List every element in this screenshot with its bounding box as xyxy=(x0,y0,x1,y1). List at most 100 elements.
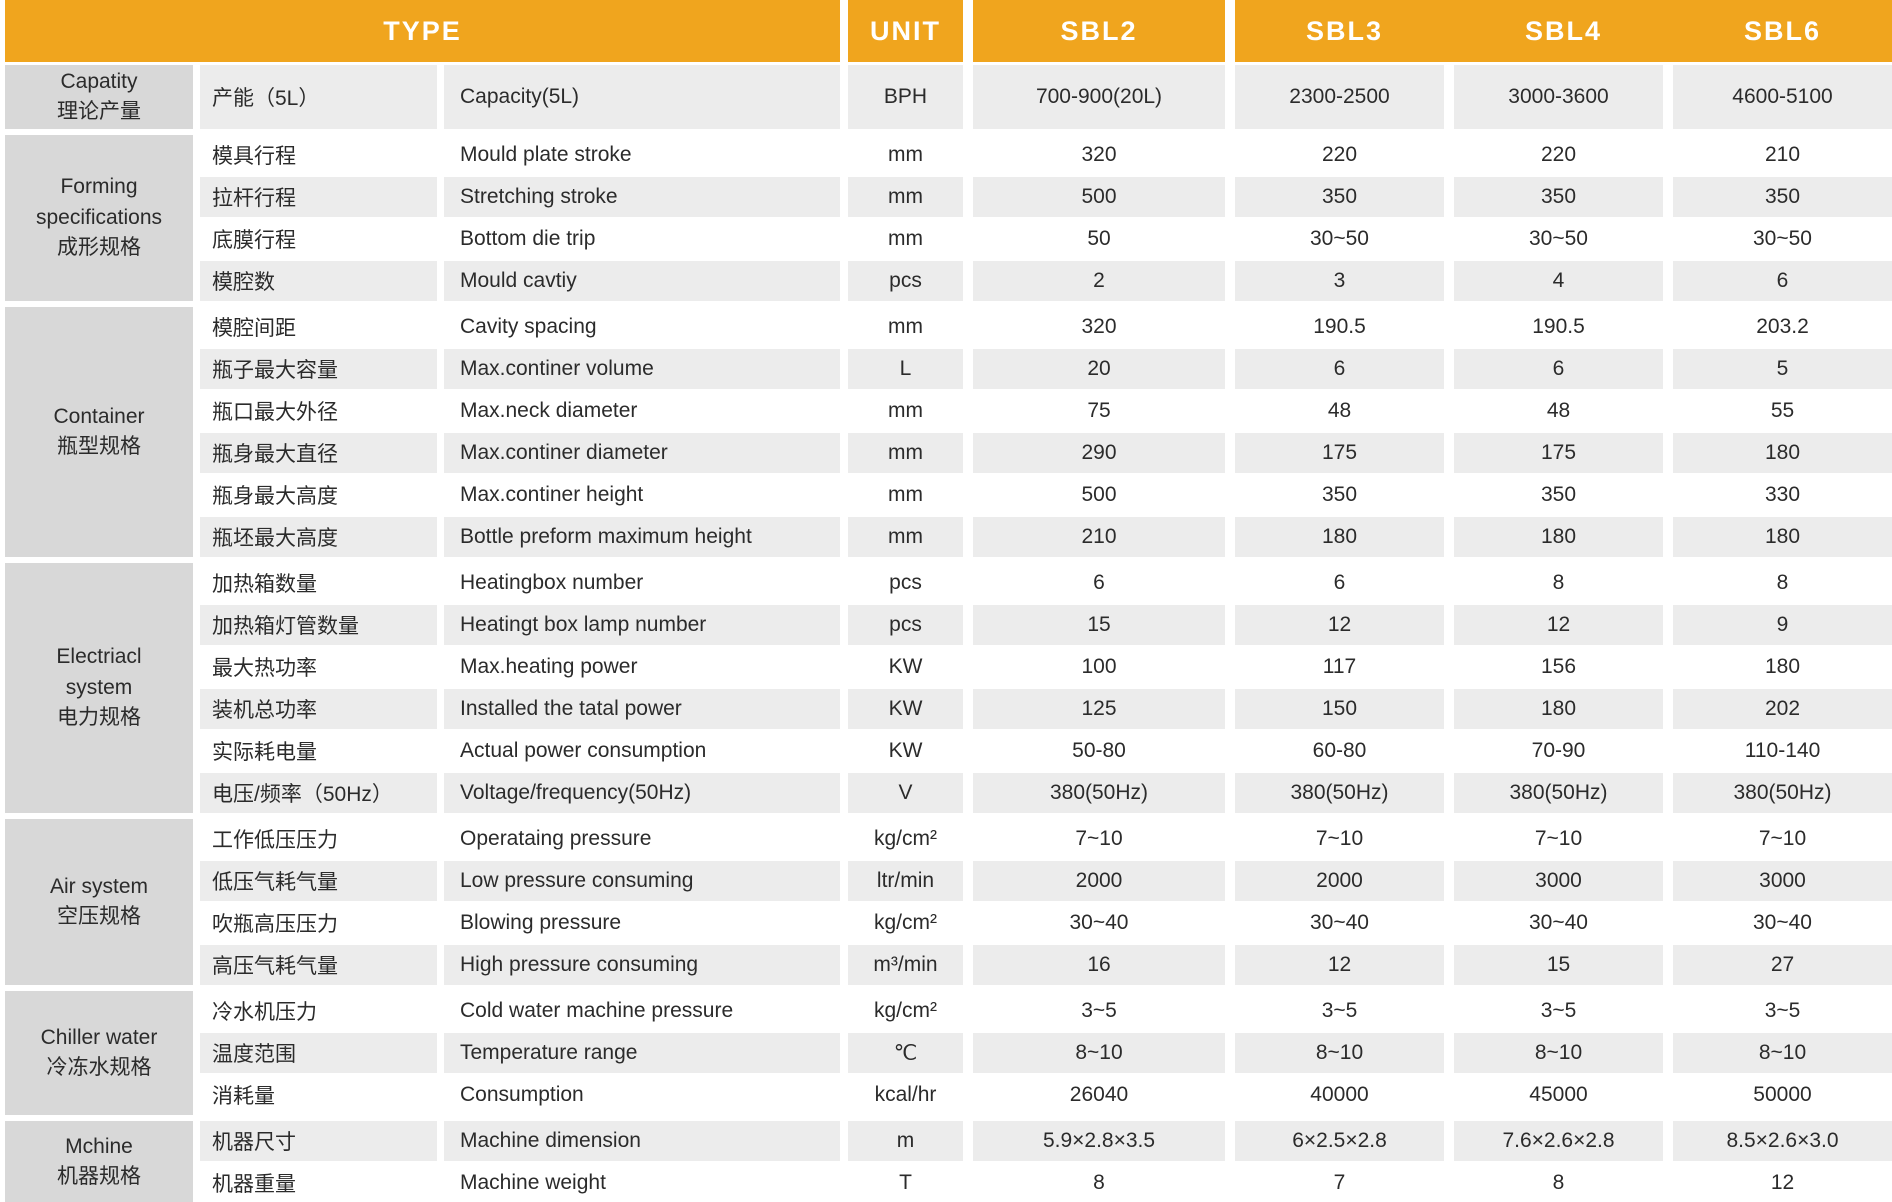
spec-row: 机器重量 Machine weight T 8 7 8 12 xyxy=(200,1163,1892,1202)
spec-value-sbl2: 75 xyxy=(973,391,1235,431)
spec-row: 模腔间距 Cavity spacing mm 320 190.5 190.5 203.2 xyxy=(200,307,1892,347)
spec-label-cn: 机器重量 xyxy=(200,1163,444,1202)
spec-value-sbl3: 6×2.5×2.8 xyxy=(1235,1121,1454,1161)
spec-unit: pcs xyxy=(848,261,973,301)
group-rows: 机器尺寸 Machine dimension m 5.9×2.8×3.5 6×2.5×2… xyxy=(200,1121,1892,1202)
spec-value-sbl4: 48 xyxy=(1454,391,1673,431)
group-label-mchine: Mchine 机器规格 xyxy=(5,1121,193,1202)
group-label-forming-specifications: Forming specifications 成形规格 xyxy=(5,135,193,301)
spec-row: 加热箱灯管数量 Heatingt box lamp number pcs 15 12 12… xyxy=(200,605,1892,645)
spec-unit: mm xyxy=(848,391,973,431)
spec-label-cn: 冷水机压力 xyxy=(200,991,444,1031)
spec-value-sbl3: 350 xyxy=(1235,177,1454,217)
spec-row: 高压气耗气量 High pressure consuming m³/min 16 12 1… xyxy=(200,945,1892,985)
spec-label-en: Stretching stroke xyxy=(444,177,848,217)
spec-value-sbl4: 45000 xyxy=(1454,1075,1673,1115)
spec-value-sbl3: 12 xyxy=(1235,945,1454,985)
col-header-sbl2: SBL2 xyxy=(973,0,1235,62)
spec-value-sbl2: 700-900(20L) xyxy=(973,65,1235,129)
group-rows: 模腔间距 Cavity spacing mm 320 190.5 190.5 203.2 瓶子… xyxy=(200,307,1892,557)
table-body: Capatity 理论产量 产能（5L） Capacity(5L) BPH 700-900… xyxy=(0,65,1892,1202)
spec-label-en: Low pressure consuming xyxy=(444,861,848,901)
spec-unit: m³/min xyxy=(848,945,973,985)
spec-row: 低压气耗气量 Low pressure consuming ltr/min 2000 2… xyxy=(200,861,1892,901)
spec-value-sbl4: 350 xyxy=(1454,177,1673,217)
spec-label-en: Mould cavtiy xyxy=(444,261,848,301)
group-label-chiller-water: Chiller water 冷冻水规格 xyxy=(5,991,193,1115)
spec-value-sbl4: 190.5 xyxy=(1454,307,1673,347)
spec-value-sbl6: 8 xyxy=(1673,563,1892,603)
spec-value-sbl6: 330 xyxy=(1673,475,1892,515)
spec-row: 瓶坯最大高度 Bottle preform maximum height mm 210… xyxy=(200,517,1892,557)
spec-unit: KW xyxy=(848,731,973,771)
spec-value-sbl2: 100 xyxy=(973,647,1235,687)
spec-value-sbl4: 175 xyxy=(1454,433,1673,473)
spec-value-sbl4: 8 xyxy=(1454,1163,1673,1202)
spec-value-sbl3: 6 xyxy=(1235,349,1454,389)
spec-value-sbl4: 3000 xyxy=(1454,861,1673,901)
spec-value-sbl2: 6 xyxy=(973,563,1235,603)
spec-row: 瓶身最大高度 Max.continer height mm 500 350 350 330 xyxy=(200,475,1892,515)
spec-unit: KW xyxy=(848,647,973,687)
spec-unit: kcal/hr xyxy=(848,1075,973,1115)
spec-label-en: Capacity(5L) xyxy=(444,65,848,129)
spec-value-sbl3: 220 xyxy=(1235,135,1454,175)
spec-value-sbl4: 7~10 xyxy=(1454,819,1673,859)
spec-label-en: Operataing pressure xyxy=(444,819,848,859)
spec-label-cn: 高压气耗气量 xyxy=(200,945,444,985)
spec-label-en: Actual power consumption xyxy=(444,731,848,771)
spec-value-sbl4: 4 xyxy=(1454,261,1673,301)
spec-label-cn: 瓶子最大容量 xyxy=(200,349,444,389)
group-label-cn: 电力规格 xyxy=(57,706,141,730)
spec-label-en: Cavity spacing xyxy=(444,307,848,347)
col-header-unit: UNIT xyxy=(848,0,973,62)
spec-label-cn: 电压/频率（50Hz） xyxy=(200,773,444,813)
spec-row: 消耗量 Consumption kcal/hr 26040 40000 45000 5000… xyxy=(200,1075,1892,1115)
group-rows: 产能（5L） Capacity(5L) BPH 700-900(20L) 2300-25… xyxy=(200,65,1892,129)
spec-label-cn: 产能（5L） xyxy=(200,65,444,129)
spec-value-sbl2: 7~10 xyxy=(973,819,1235,859)
spec-label-cn: 模腔数 xyxy=(200,261,444,301)
spec-value-sbl3: 3~5 xyxy=(1235,991,1454,1031)
spec-value-sbl2: 8 xyxy=(973,1163,1235,1202)
spec-value-sbl2: 500 xyxy=(973,475,1235,515)
spec-value-sbl6: 8~10 xyxy=(1673,1033,1892,1073)
spec-value-sbl6: 50000 xyxy=(1673,1075,1892,1115)
col-header-model-group: SBL3 SBL4 SBL6 xyxy=(1235,0,1892,62)
group-rows: 模具行程 Mould plate stroke mm 320 220 220 210 拉杆行程… xyxy=(200,135,1892,301)
spec-value-sbl2: 16 xyxy=(973,945,1235,985)
spec-label-en: Machine dimension xyxy=(444,1121,848,1161)
spec-row: 实际耗电量 Actual power consumption KW 50-80 60-8… xyxy=(200,731,1892,771)
spec-label-cn: 拉杆行程 xyxy=(200,177,444,217)
spec-value-sbl2: 8~10 xyxy=(973,1033,1235,1073)
spec-unit: mm xyxy=(848,433,973,473)
group-label-container: Container 瓶型规格 xyxy=(5,307,193,557)
group-label-cn: 空压规格 xyxy=(57,905,141,928)
spec-value-sbl3: 30~50 xyxy=(1235,219,1454,259)
spec-unit: mm xyxy=(848,307,973,347)
spec-unit: m xyxy=(848,1121,973,1161)
spec-value-sbl4: 220 xyxy=(1454,135,1673,175)
group-rows: 工作低压压力 Operataing pressure kg/cm² 7~10 7~10 7… xyxy=(200,819,1892,985)
group-label-cn: 冷冻水规格 xyxy=(46,1056,152,1079)
spec-unit: kg/cm² xyxy=(848,991,973,1031)
spec-label-cn: 温度范围 xyxy=(200,1033,444,1073)
spec-value-sbl4: 3000-3600 xyxy=(1454,65,1673,129)
spec-value-sbl3: 60-80 xyxy=(1235,731,1454,771)
spec-unit: mm xyxy=(848,177,973,217)
spec-value-sbl4: 3~5 xyxy=(1454,991,1673,1031)
spec-value-sbl4: 350 xyxy=(1454,475,1673,515)
spec-value-sbl2: 320 xyxy=(973,135,1235,175)
spec-value-sbl2: 125 xyxy=(973,689,1235,729)
spec-value-sbl6: 180 xyxy=(1673,433,1892,473)
spec-value-sbl3: 180 xyxy=(1235,517,1454,557)
spec-value-sbl6: 7~10 xyxy=(1673,819,1892,859)
spec-value-sbl4: 8~10 xyxy=(1454,1033,1673,1073)
spec-value-sbl6: 8.5×2.6×3.0 xyxy=(1673,1121,1892,1161)
spec-label-cn: 瓶口最大外径 xyxy=(200,391,444,431)
spec-value-sbl4: 380(50Hz) xyxy=(1454,773,1673,813)
spec-value-sbl6: 350 xyxy=(1673,177,1892,217)
spec-label-en: Mould plate stroke xyxy=(444,135,848,175)
spec-value-sbl6: 30~40 xyxy=(1673,903,1892,943)
group-label-cn: 瓶型规格 xyxy=(57,435,141,458)
